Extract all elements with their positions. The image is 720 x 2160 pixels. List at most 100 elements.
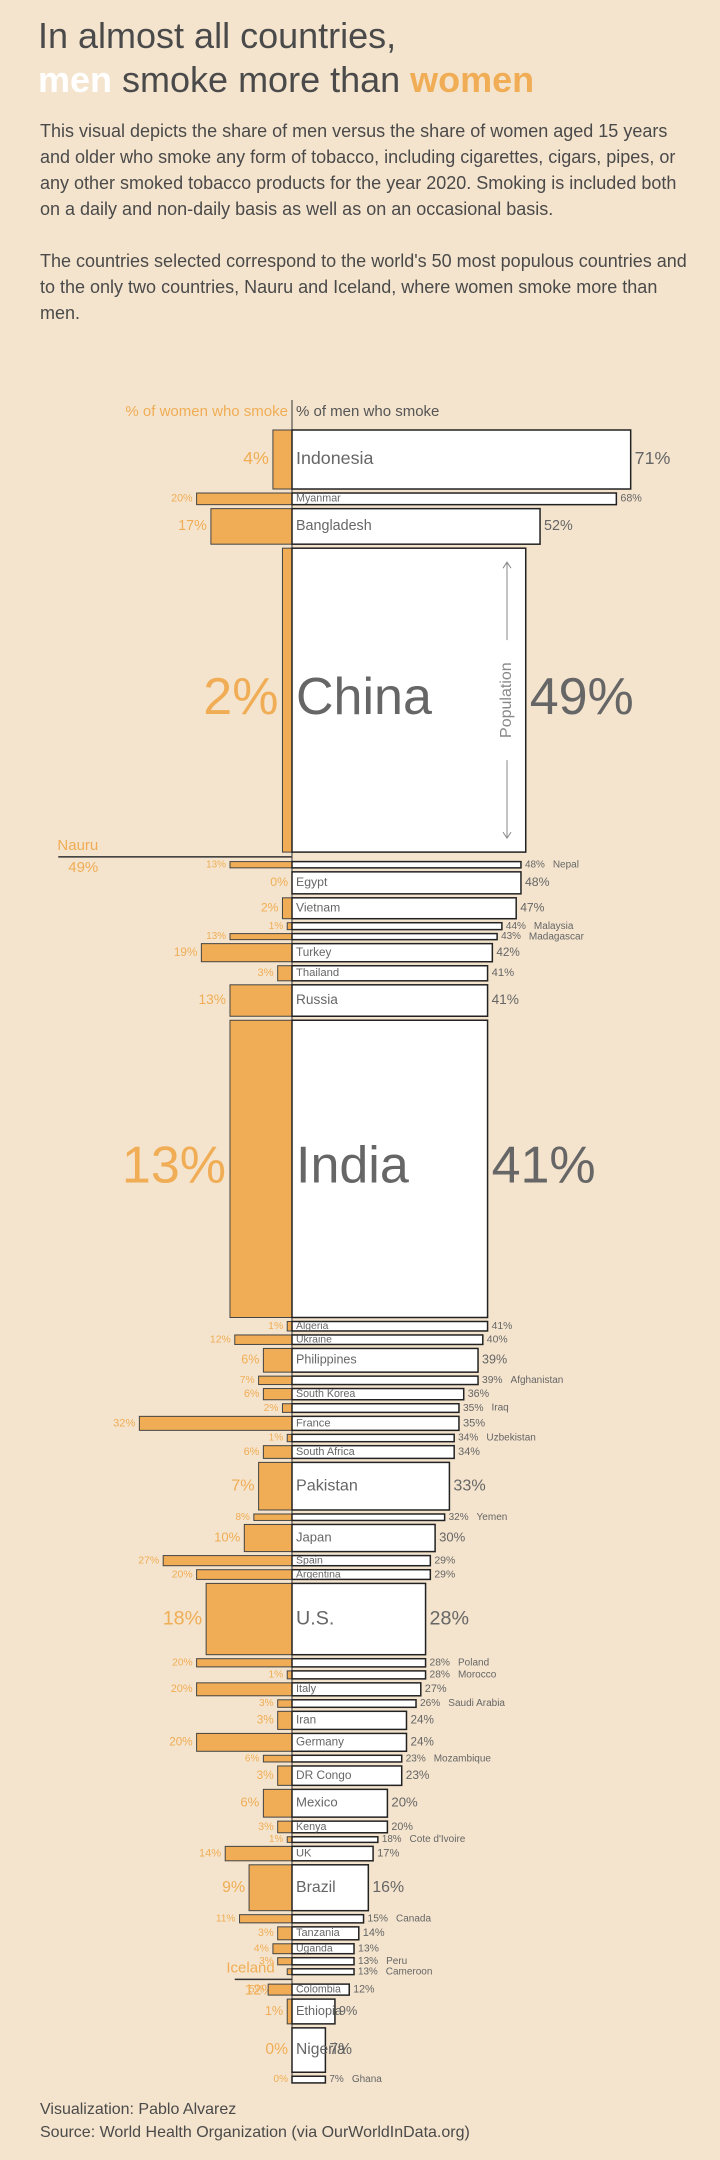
source: Source: World Health Organization (via O… [40,2124,470,2141]
men-value-label: 41% [492,1137,596,1195]
women-bar [229,984,293,1017]
men-bar [291,1320,489,1332]
women-value-label: 1% [269,921,284,932]
women-value-label: 14% [199,1848,221,1860]
men-bar [291,1710,408,1731]
women-bar [262,1388,293,1401]
country-label: Malaysia [534,921,574,932]
men-value-label: 47% [520,900,544,914]
country-label: Pakistan [296,1476,358,1494]
country-label: Iraq [492,1403,509,1414]
men-bar [291,1983,350,1996]
country-label: Yemen [477,1512,508,1523]
men-value-label: 35% [463,1403,484,1414]
country-label: Iran [296,1713,316,1726]
men-value-label: 23% [406,1768,430,1782]
men-bar [291,1864,370,1912]
men-value-label: 24% [410,1735,433,1748]
women-value-label: 19% [174,946,197,959]
women-bar [277,1926,293,1941]
men-bar [291,429,632,490]
women-value-label: 20% [169,1735,192,1748]
women-value-label: 6% [240,1795,259,1810]
men-bar [291,1943,355,1955]
men-value-label: 14% [363,1927,385,1939]
women-value-label: 20% [171,1683,193,1695]
men-value-label: 28% [430,1607,469,1629]
men-bar [291,1956,355,1966]
title-mid: smoke more than [112,59,411,100]
men-value-label: 17% [377,1848,399,1860]
description: This visual depicts the share of men ver… [40,118,690,352]
men-value-label: 12% [353,1983,375,1995]
country-label: Turkey [296,946,331,959]
women-value-label: 6% [244,1446,260,1458]
women-value-label: 3% [257,967,273,979]
women-bar [224,1845,293,1862]
men-bar [291,964,489,982]
men-value-label: 13% [358,1956,378,1967]
men-value-label: 20% [391,1821,413,1833]
arrow-head [502,831,512,840]
women-value-label: 2% [261,900,279,914]
paragraph: The countries selected correspond to the… [40,251,687,323]
men-value-label: 33% [453,1476,485,1494]
country-label: South Africa [296,1446,356,1458]
women-value-label: 1% [269,1834,283,1845]
women-bar [277,1765,293,1786]
men-bar [291,492,618,506]
women-header: % of women who smoke [125,403,288,420]
women-bar [239,1914,293,1924]
country-label: Mexico [296,1795,338,1810]
country-label: Uzbekistan [486,1433,535,1444]
country-label: Afghanistan [511,1375,564,1386]
men-value-label: 32% [449,1512,469,1523]
men-bar [291,2027,327,2073]
women-value-label: 13% [122,1137,226,1195]
women-bar [277,1699,293,1708]
men-bar [291,932,498,941]
country-label: DR Congo [296,1768,352,1782]
men-value-label: 34% [458,1433,478,1444]
women-bar [258,1461,293,1511]
women-value-label: 0% [265,2041,288,2058]
men-value-label: 13% [358,1966,378,1977]
men-bar [291,984,489,1018]
country-label: Spain [296,1554,323,1566]
men-value-label: 48% [525,859,545,870]
women-value-label: 17% [178,518,207,534]
women-value-label: 1% [268,1321,283,1332]
title-women: women [410,59,535,100]
men-value-label: 29% [434,1554,455,1566]
men-value-label: 39% [482,1353,507,1367]
men-bar [291,1347,479,1373]
country-label: China [296,668,432,726]
men-bar [291,1845,374,1862]
men-value-label: 41% [492,967,515,979]
women-bar [272,429,293,490]
country-label: Mozambique [434,1753,492,1764]
men-value-label: 23% [406,1753,426,1764]
women-value-label: 2% [264,1403,279,1414]
women-value-label: 10% [214,1529,241,1544]
country-label: France [296,1417,331,1429]
country-label: Cameroon [386,1966,433,1977]
women-value-label: 9% [222,1879,245,1896]
men-value-label: 41% [492,992,519,1007]
men-value-label: 39% [482,1375,503,1386]
country-label: Brazil [296,1879,336,1896]
women-bar [196,1732,293,1752]
women-bar [281,547,293,853]
men-value-label: 9% [339,2003,357,2018]
country-label: Ukraine [296,1334,332,1345]
men-bar [291,1699,417,1709]
men-value-label: 34% [458,1446,480,1458]
women-bar [258,1375,293,1386]
men-value-label: 35% [463,1417,485,1429]
country-label: Vietnam [296,900,340,914]
women-value-label: 8% [235,1512,250,1523]
men-value-label: 29% [434,1569,455,1580]
men-bar [291,1682,422,1697]
